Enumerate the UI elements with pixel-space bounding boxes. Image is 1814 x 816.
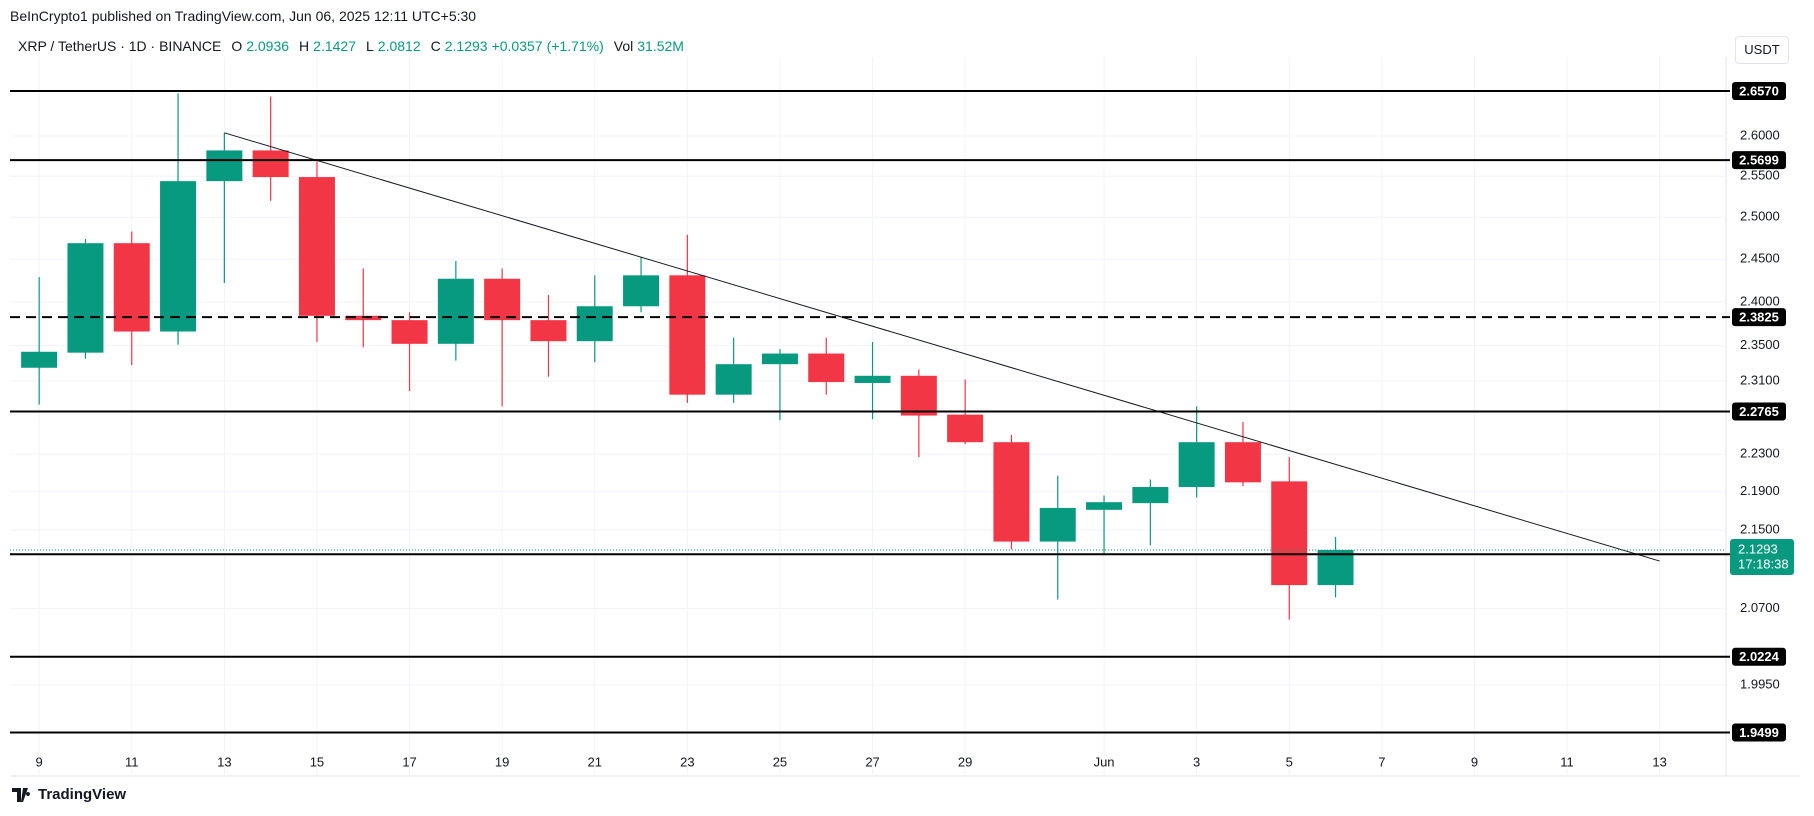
- x-tick-label: 11: [125, 754, 139, 769]
- high-value: 2.1427: [313, 38, 356, 54]
- candle-body: [252, 150, 289, 178]
- x-tick-label: 21: [588, 754, 602, 769]
- volume-value: 31.52M: [637, 38, 684, 54]
- symbol: XRP / TetherUS · 1D · BINANCE: [18, 38, 222, 54]
- open-label: O: [231, 38, 243, 54]
- volume-label: Vol: [613, 38, 634, 54]
- candle-body: [391, 320, 428, 344]
- y-tick-label: 2.0700: [1740, 600, 1780, 615]
- change-pct: (+1.71%): [546, 38, 604, 54]
- y-tick-label: 2.2300: [1740, 446, 1780, 461]
- x-tick-label: 9: [36, 754, 43, 769]
- x-tick-label: Jun: [1094, 754, 1115, 769]
- countdown-label: 17:18:38: [1738, 556, 1789, 571]
- currency-button[interactable]: USDT: [1735, 36, 1789, 64]
- open-value: 2.0936: [246, 38, 290, 54]
- brand-logo: TradingView: [12, 786, 126, 803]
- candle-body: [947, 414, 984, 443]
- level-badge: [1732, 151, 1786, 170]
- change: +0.0357: [491, 38, 543, 54]
- level-badge: [1732, 308, 1786, 327]
- x-tick-label: 13: [1652, 754, 1666, 769]
- level-badge: [1732, 82, 1786, 101]
- level-label: 2.5699: [1739, 153, 1779, 168]
- publisher-line: BeInCrypto1 published on TradingView.com…: [10, 8, 477, 24]
- candle-body: [669, 275, 706, 395]
- x-tick-label: 29: [958, 754, 972, 769]
- price-badge: [1730, 539, 1794, 576]
- x-tick-label: 25: [773, 754, 787, 769]
- candle-body: [21, 351, 58, 368]
- candle-body: [530, 320, 567, 342]
- x-tick-label: 15: [310, 754, 324, 769]
- candle-body: [854, 375, 891, 383]
- x-tick-label: 7: [1378, 754, 1385, 769]
- y-tick-label: 2.6000: [1740, 127, 1780, 142]
- low-value: 2.0812: [377, 38, 421, 54]
- candle-body: [1317, 550, 1354, 586]
- y-tick-label: 2.3100: [1740, 373, 1780, 388]
- y-tick-label: 2.5000: [1740, 209, 1780, 224]
- y-tick-label: 2.4500: [1740, 251, 1780, 266]
- y-tick-label: 2.4000: [1740, 293, 1780, 308]
- candle-body: [67, 243, 104, 353]
- high-label: H: [299, 38, 310, 54]
- y-tick-label: 1.9950: [1740, 677, 1780, 692]
- chart: 2.6000 2.5500 2.5000 2.4500 2.4000 2.3500 2.31…: [10, 57, 1800, 777]
- level-label: 1.9499: [1739, 725, 1779, 740]
- low-label: L: [366, 38, 374, 54]
- candle-body: [298, 177, 335, 316]
- candle-body: [437, 278, 474, 344]
- x-tick-label: 5: [1286, 754, 1293, 769]
- x-tick-label: 17: [402, 754, 416, 769]
- x-tick-label: 11: [1560, 754, 1574, 769]
- candle-body: [808, 353, 845, 383]
- trendline: [224, 132, 1660, 562]
- x-tick-label: 9: [1471, 754, 1478, 769]
- candle-body: [1224, 442, 1261, 483]
- candle-body: [623, 275, 660, 307]
- candle-body: [113, 243, 150, 332]
- candle-body: [576, 306, 613, 342]
- y-tick-label: 2.5500: [1740, 168, 1780, 183]
- candle-body: [761, 353, 798, 365]
- candle-body: [1132, 487, 1169, 504]
- level-badge: [1732, 402, 1786, 421]
- logo-icon: [12, 787, 31, 802]
- level-label: 2.3825: [1739, 310, 1779, 325]
- candle-body: [1039, 507, 1076, 542]
- candle-body: [484, 278, 521, 321]
- x-tick-label: 19: [495, 754, 509, 769]
- level-label: 2.0224: [1739, 649, 1780, 664]
- y-tick-label: 2.1500: [1740, 521, 1780, 536]
- x-tick-label: 27: [865, 754, 879, 769]
- level-badge: [1732, 647, 1786, 666]
- close-value: 2.1293: [444, 38, 488, 54]
- y-tick-label: 2.3500: [1740, 337, 1780, 352]
- candle-body: [160, 181, 197, 332]
- candle-body: [206, 150, 243, 182]
- price-label: 2.1293: [1738, 541, 1778, 556]
- brand-name: TradingView: [38, 786, 127, 803]
- candle-body: [1086, 502, 1123, 510]
- y-tick-label: 2.1900: [1740, 483, 1780, 498]
- candle-body: [993, 442, 1030, 542]
- candle-body: [1178, 442, 1215, 488]
- candle-body: [715, 364, 752, 395]
- x-tick-label: 23: [680, 754, 694, 769]
- x-tick-label: 13: [217, 754, 231, 769]
- candle-body: [900, 375, 937, 416]
- close-label: C: [430, 38, 441, 54]
- level-badge: [1732, 723, 1786, 742]
- level-label: 2.6570: [1739, 83, 1779, 98]
- x-tick-label: 3: [1193, 754, 1200, 769]
- level-label: 2.2765: [1739, 404, 1779, 419]
- candle-body: [1271, 481, 1308, 586]
